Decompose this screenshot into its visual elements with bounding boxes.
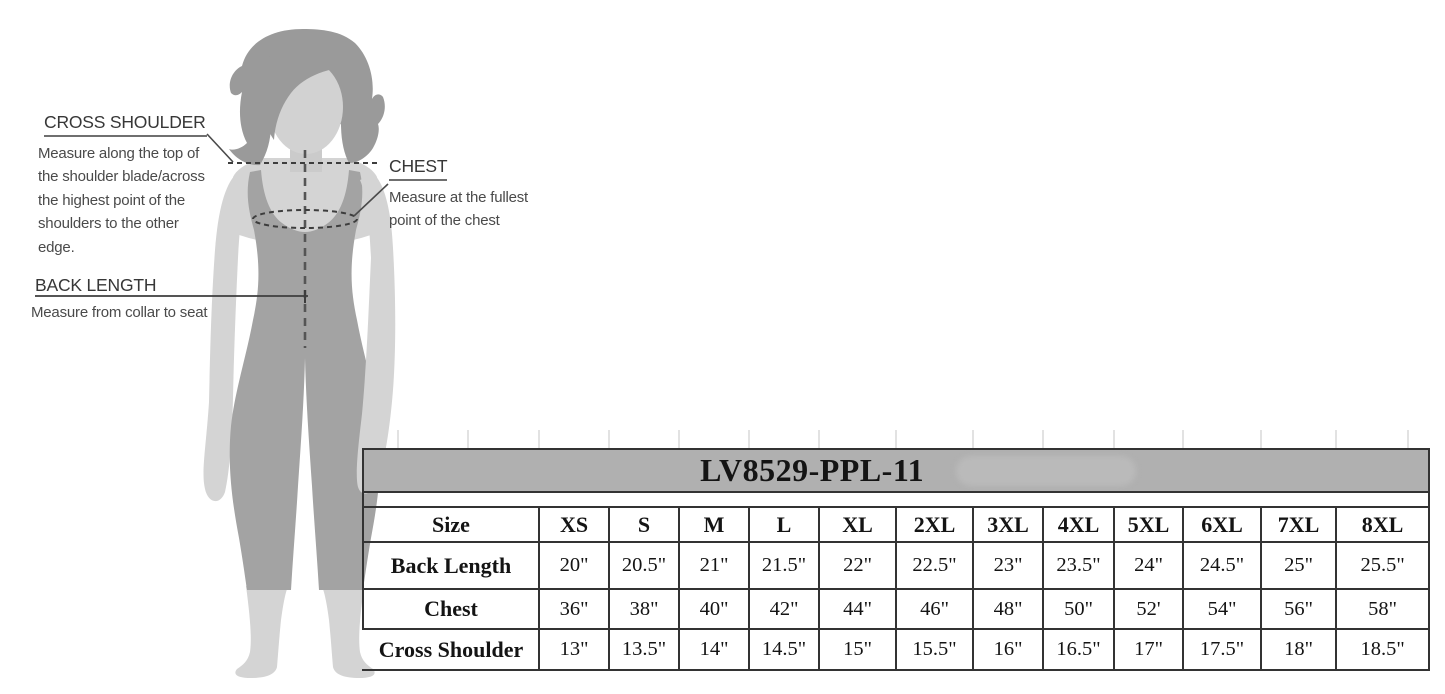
body-shoulders-shape [231,158,379,245]
back-length-label-text: BACK LENGTH [35,275,157,295]
column-gridline-stub [538,430,540,448]
column-gridline-stub [1407,430,1409,448]
column-gridline-stub [1182,430,1184,448]
column-gridline-stub [397,430,399,448]
measurement-cell: 50" [1042,588,1115,630]
hair-shape [229,29,385,166]
size-header: 8XL [1334,506,1431,543]
measurement-cell: 13" [538,628,610,671]
spacer-cell [361,491,1431,508]
size-header: 5XL [1113,506,1184,543]
measurement-cell: 25" [1260,541,1337,590]
hair-swoosh-shape [257,50,353,140]
table-title-row: LV8529-PPL-11 [361,448,1431,493]
column-gridline-stub [895,430,897,448]
measurement-cell: 18.5" [1334,628,1431,671]
measurement-cell: 17" [1113,628,1184,671]
measurement-cell: 17.5" [1182,628,1262,671]
size-header: 2XL [895,506,974,543]
measurement-cell: 46" [895,588,974,630]
column-gridline-stub [1335,430,1337,448]
size-header: XL [818,506,897,543]
chest-label-text: CHEST [389,156,448,181]
size-header: 7XL [1260,506,1337,543]
measurement-cell: 20" [538,541,610,590]
size-chart: LV8529-PPL-11 Size XS S M L XL 2XL 3XL 4… [361,448,1431,671]
measurement-cell: 15.5" [895,628,974,671]
column-gridline-stub [1260,430,1262,448]
row-label: Back Length [362,541,540,590]
back-length-label: BACK LENGTH [35,275,157,298]
measurement-cell: 13.5" [608,628,680,671]
cross-shoulder-row: Cross Shoulder 13" 13.5" 14" 14.5" 15" 1… [363,628,1431,671]
measurement-cell: 23.5" [1042,541,1115,590]
redacted-area [956,456,1136,486]
measurement-cell: 14.5" [748,628,820,671]
back-length-row: Back Length 20" 20.5" 21" 21.5" 22" 22.5… [362,541,1431,590]
measurement-cell: 16.5" [1042,628,1115,671]
chest-row: Chest 36" 38" 40" 42" 44" 46" 48" 50" 52… [362,588,1431,630]
face-shape [269,60,343,154]
column-gridline-stub [1042,430,1044,448]
size-header: XS [538,506,610,543]
chest-label: CHEST [389,156,448,181]
size-header: M [678,506,750,543]
measurement-cell: 48" [972,588,1044,630]
measurement-cell: 21" [678,541,750,590]
measurement-cell: 14" [678,628,750,671]
measurement-cell: 24" [1113,541,1184,590]
size-header: 4XL [1042,506,1115,543]
measurement-cell: 42" [748,588,820,630]
column-gridline-stub [678,430,680,448]
back-length-description: Measure from collar to seat [31,304,208,321]
measurement-cell: 24.5" [1182,541,1262,590]
column-gridline-stub [972,430,974,448]
measurement-cell: 25.5" [1334,541,1431,590]
table-title-cell: LV8529-PPL-11 [361,448,1431,493]
measurement-cell: 36" [538,588,610,630]
column-gridline-stub [608,430,610,448]
measurement-cell: 38" [608,588,680,630]
size-header-row: Size XS S M L XL 2XL 3XL 4XL 5XL 6XL 7XL… [362,506,1431,543]
column-gridline-stub [467,430,469,448]
measurement-cell: 52' [1113,588,1184,630]
measurement-cell: 56" [1260,588,1337,630]
chest-description: Measure at the fullest point of the ches… [389,189,529,230]
chest-measure-ellipse [252,209,358,229]
measurement-cell: 54" [1182,588,1262,630]
size-chart-table: LV8529-PPL-11 Size XS S M L XL 2XL 3XL 4… [361,448,1431,671]
measurement-cell: 58" [1334,588,1431,630]
size-header: L [748,506,820,543]
row-label: Cross Shoulder [363,628,540,671]
measurement-cell: 21.5" [748,541,820,590]
neck-shape [290,126,322,172]
column-gridline-stub [818,430,820,448]
cross-shoulder-description: Measure along the top of the shoulder bl… [38,145,205,256]
row-label: Chest [362,588,540,630]
left-lower-leg-shape [235,586,287,678]
column-gridline-stub [1113,430,1115,448]
measurement-cell: 22.5" [895,541,974,590]
size-header: 3XL [972,506,1044,543]
measurement-cell: 15" [818,628,897,671]
size-corner-header: Size [362,506,540,543]
measurement-cell: 23" [972,541,1044,590]
product-code: LV8529-PPL-11 [700,452,925,488]
measurement-cell: 44" [818,588,897,630]
table-spacer-row [361,491,1431,508]
cross-shoulder-label: CROSS SHOULDER [44,112,207,137]
measurement-cell: 20.5" [608,541,680,590]
measurement-cell: 22" [818,541,897,590]
chest-leader-line [353,183,389,217]
measurement-cell: 16" [972,628,1044,671]
size-header: 6XL [1182,506,1262,543]
measurement-cell: 18" [1260,628,1337,671]
column-gridline-stub [748,430,750,448]
cross-shoulder-label-text: CROSS SHOULDER [44,112,207,137]
size-header: S [608,506,680,543]
bodysuit-shape [229,170,381,590]
measurement-cell: 40" [678,588,750,630]
